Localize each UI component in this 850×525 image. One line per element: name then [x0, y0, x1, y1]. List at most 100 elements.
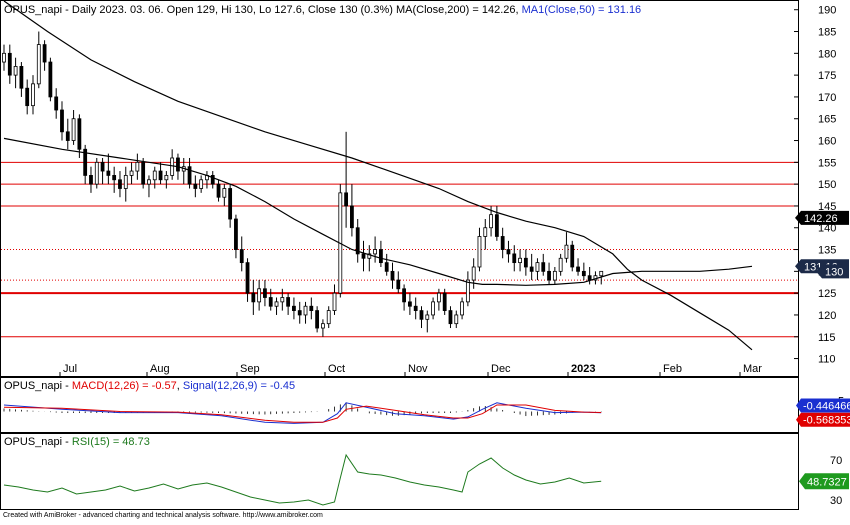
- price-label-text: 142.26: [804, 213, 838, 225]
- candle-body: [524, 258, 527, 267]
- macd-value-text: -0.568353: [803, 415, 850, 427]
- rsi-title-rsi: RSI(15) = 48.73: [72, 436, 150, 448]
- price-tick-label: 180: [818, 48, 836, 60]
- candle-body: [298, 311, 301, 315]
- candle-body: [194, 184, 197, 188]
- candle-body: [310, 306, 313, 310]
- candle-body: [362, 254, 365, 258]
- month-label: Feb: [663, 363, 682, 375]
- candle-body: [519, 258, 522, 262]
- macd-pane-title: OPUS_napi - MACD(12,26) = -0.57, Signal(…: [4, 380, 295, 392]
- price-pane-title: OPUS_napi - Daily 2023. 03. 06. Open 129…: [4, 4, 641, 16]
- candle-body: [345, 193, 348, 206]
- candle-body: [101, 162, 104, 171]
- candle-body: [20, 66, 23, 88]
- candle-body: [501, 236, 504, 249]
- candle-body: [449, 311, 452, 324]
- macd-value-text: -0.446466: [803, 400, 850, 412]
- candle-body: [571, 245, 574, 267]
- candle-body: [565, 245, 568, 258]
- candle-body: [200, 180, 203, 189]
- candle-body: [130, 171, 133, 175]
- candle-body: [281, 298, 284, 302]
- month-label: 2023: [571, 363, 595, 375]
- candle-body: [147, 180, 150, 184]
- candle-body: [229, 189, 232, 220]
- price-tick-label: 175: [818, 70, 836, 82]
- candle-body: [414, 306, 417, 310]
- candle-body: [258, 289, 261, 302]
- candle-body: [455, 315, 458, 324]
- candle-body: [327, 311, 330, 324]
- candle-body: [153, 171, 156, 180]
- candle-body: [426, 315, 429, 319]
- price-title-ticker: OPUS_napi: [4, 4, 62, 16]
- candle-body: [582, 271, 585, 275]
- rsi-pane-title: OPUS_napi - RSI(15) = 48.73: [4, 436, 150, 448]
- candle-body: [408, 302, 411, 306]
- candle-body: [252, 293, 255, 302]
- candle-body: [484, 228, 487, 237]
- price-tick-label: 160: [818, 136, 836, 148]
- price-tick-label: 120: [818, 310, 836, 322]
- price-tick-label: 115: [818, 332, 836, 344]
- candle-body: [26, 88, 29, 105]
- candle-body: [14, 66, 17, 75]
- month-label: Nov: [408, 363, 428, 375]
- candle-body: [304, 306, 307, 315]
- candle-body: [3, 53, 6, 62]
- candle-body: [530, 267, 533, 271]
- candle-body: [437, 293, 440, 302]
- month-label: Sep: [240, 363, 260, 375]
- candle-body: [333, 293, 336, 310]
- candle-body: [113, 175, 116, 179]
- candle-body: [542, 263, 545, 272]
- rsi-tick-label: 30: [830, 495, 842, 507]
- candle-body: [240, 250, 243, 263]
- candle-body: [577, 267, 580, 271]
- price-title-info: - Daily 2023. 03. 06. Open 129, Hi 130, …: [62, 4, 396, 16]
- candle-body: [321, 324, 324, 328]
- candle-body: [8, 53, 11, 75]
- candle-body: [95, 162, 98, 184]
- candle-body: [124, 175, 127, 188]
- month-label: Dec: [491, 363, 511, 375]
- footer-credit: Created with AmiBroker - advanced charti…: [3, 512, 323, 519]
- price-tick-label: 170: [818, 92, 836, 104]
- month-label: Jul: [63, 363, 77, 375]
- price-tick-label: 165: [818, 114, 836, 126]
- price-tick-label: 155: [818, 157, 836, 169]
- rsi-title-sep1: -: [62, 436, 72, 448]
- candle-body: [507, 250, 510, 254]
- candle-body: [269, 298, 272, 307]
- candle-body: [234, 219, 237, 250]
- candle-body: [559, 258, 562, 271]
- price-tick-label: 125: [818, 288, 836, 300]
- candle-body: [89, 175, 92, 184]
- price-tick-label: 135: [818, 245, 836, 257]
- candle-body: [292, 306, 295, 310]
- macd-title-macd: MACD(12,26) = -0.57: [72, 380, 177, 392]
- candle-body: [171, 158, 174, 175]
- candle-body: [31, 84, 34, 106]
- candle-body: [275, 302, 278, 306]
- candle-body: [553, 271, 556, 280]
- candle-body: [176, 158, 179, 171]
- candle-body: [495, 215, 498, 237]
- candle-body: [466, 280, 469, 302]
- price-tick-label: 190: [818, 5, 836, 17]
- month-label: Oct: [328, 363, 345, 375]
- macd-title-ticker: OPUS_napi: [4, 380, 62, 392]
- price-label-text: 130: [825, 266, 843, 278]
- candle-body: [223, 189, 226, 198]
- candle-body: [379, 250, 382, 263]
- price-title-ma200: MA(Close,200) = 142.26: [396, 4, 516, 16]
- candle-body: [397, 280, 400, 289]
- candle-body: [136, 162, 139, 171]
- candle-body: [548, 271, 551, 280]
- candle-body: [118, 180, 121, 189]
- candle-body: [374, 250, 377, 254]
- month-label: Mar: [743, 363, 762, 375]
- candle-body: [513, 254, 516, 263]
